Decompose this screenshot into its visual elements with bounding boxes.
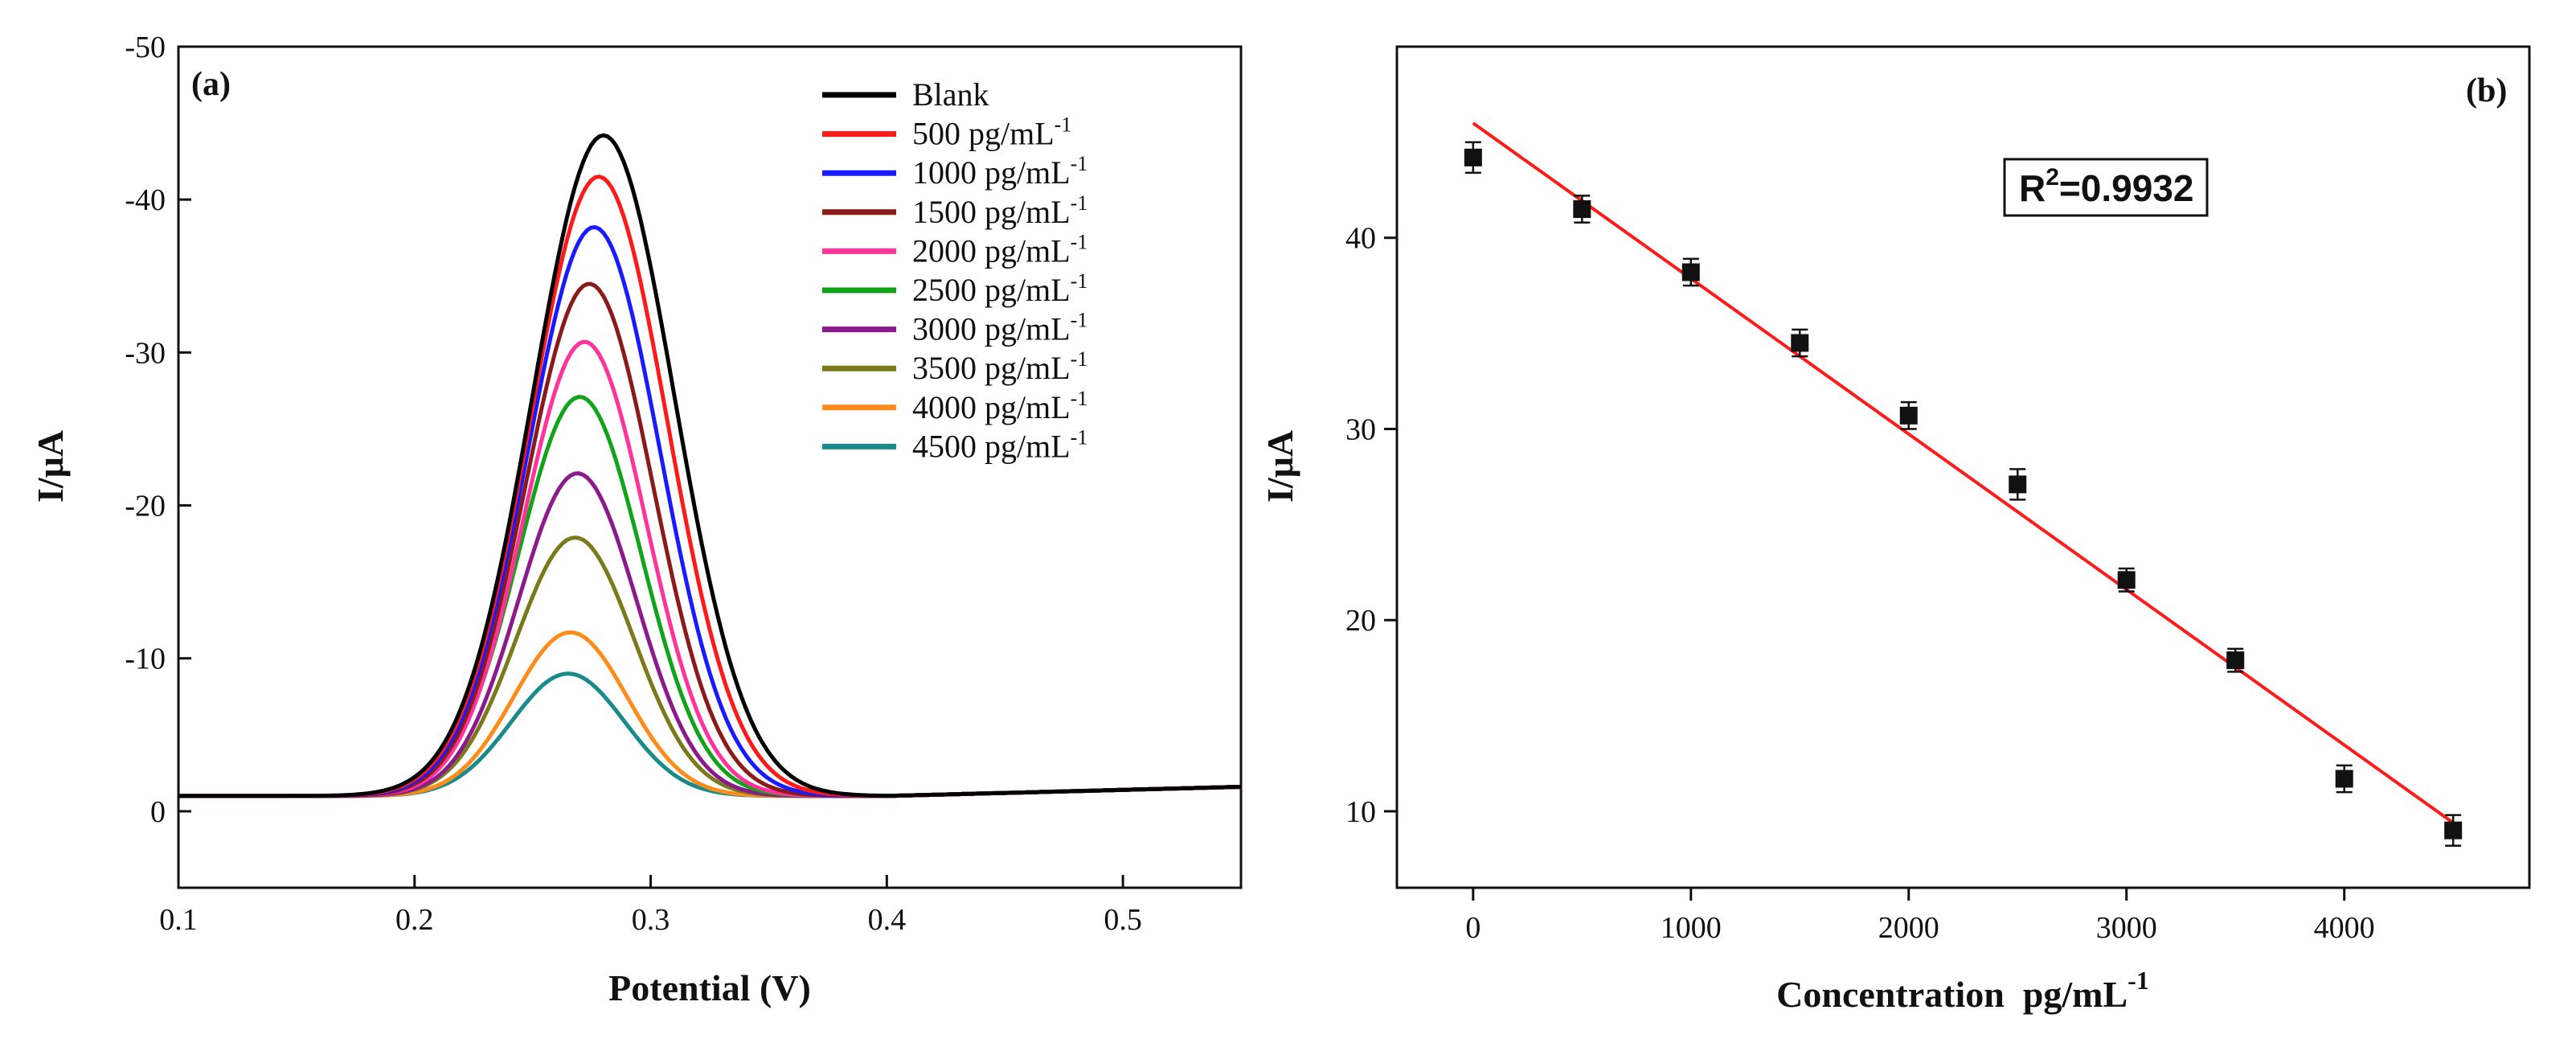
- legend-label: 2500 pg/mL-1: [912, 269, 1087, 308]
- x-tick-label: 0.1: [159, 903, 198, 937]
- y-tick-label: -50: [125, 31, 166, 64]
- b-x-ticks: 0 1000 2000 3000 4000: [1465, 888, 2375, 945]
- data-point: [1464, 141, 1482, 174]
- y-tick-label: 20: [1345, 604, 1376, 638]
- data-point: [1573, 195, 1591, 224]
- data-point: [2444, 814, 2463, 847]
- x-tick-label: 0.5: [1104, 903, 1142, 937]
- legend-label: 3500 pg/mL-1: [912, 347, 1087, 386]
- x-tick-label: 0.4: [868, 903, 907, 937]
- series-line: [178, 339, 1242, 798]
- r-squared-box: R2=0.9932: [2003, 158, 2209, 217]
- legend-label: 4000 pg/mL-1: [912, 387, 1087, 425]
- y-tick-label: -30: [125, 336, 166, 370]
- r-squared-frame: [2003, 158, 2209, 217]
- y-tick-label: 30: [1345, 413, 1376, 446]
- y-tick-label: 0: [150, 795, 166, 829]
- data-point: [1681, 257, 1700, 287]
- a-x-ticks: 0.1 0.2 0.3 0.4 0.5: [159, 875, 1142, 937]
- panel-a: 0.1 0.2 0.3 0.4 0.5 0 -10 -20 -30 -40 -50 (a) Pot…: [30, 31, 1243, 1008]
- legend-label: 500 pg/mL-1: [912, 113, 1071, 152]
- legend-label: 1000 pg/mL-1: [912, 152, 1087, 191]
- legend-label: 2000 pg/mL-1: [912, 230, 1087, 269]
- x-tick-label: 0.3: [632, 903, 670, 937]
- x-tick-label: 3000: [2096, 911, 2157, 945]
- b-y-ticks: 10 20 30 40: [1345, 222, 1397, 829]
- fit-line: [1472, 121, 2455, 824]
- a-curves: [178, 133, 1242, 798]
- data-point: [1791, 328, 1809, 358]
- data-point: [2009, 468, 2027, 501]
- data-point: [2117, 567, 2136, 593]
- x-tick-label: 2000: [1878, 911, 1939, 945]
- plot-frame-a: [177, 45, 1243, 889]
- a-y-ticks: 0 -10 -20 -30 -40 -50: [125, 31, 191, 829]
- data-point: [1899, 400, 1918, 430]
- legend-label: 3000 pg/mL-1: [912, 309, 1087, 347]
- legend-label: Blank: [912, 76, 989, 113]
- y-axis-title-a: I/μA: [30, 430, 71, 503]
- b-points: [1464, 141, 2463, 847]
- panel-label-a: (a): [191, 66, 231, 103]
- x-axis-title-a: Potential (V): [608, 967, 811, 1008]
- y-tick-label: -20: [125, 490, 166, 523]
- y-axis-title-b: I/μA: [1259, 430, 1300, 503]
- data-point: [2335, 764, 2353, 794]
- panel-b: 0 1000 2000 3000 4000 10 20 30 40 (b) R2=0.9932…: [1259, 45, 2531, 1015]
- data-point: [2226, 647, 2245, 673]
- series-line: [178, 133, 1242, 798]
- y-tick-label: -10: [125, 642, 166, 676]
- legend-label: 4500 pg/mL-1: [912, 425, 1087, 464]
- panel-label-b: (b): [2466, 72, 2507, 109]
- y-tick-label: 10: [1345, 795, 1376, 829]
- x-tick-label: 0: [1465, 911, 1480, 945]
- plot-frame-b: [1395, 45, 2531, 889]
- x-axis-title-b: Concentration pg/mL-1: [1776, 966, 2149, 1015]
- y-tick-label: -40: [125, 183, 166, 217]
- x-tick-label: 0.2: [395, 903, 434, 937]
- legend-label: 1500 pg/mL-1: [912, 191, 1087, 230]
- r-squared-label: R2=0.9932: [2019, 164, 2193, 209]
- y-tick-label: 40: [1345, 222, 1376, 256]
- x-tick-label: 4000: [2314, 911, 2375, 945]
- x-tick-label: 1000: [1661, 911, 1722, 945]
